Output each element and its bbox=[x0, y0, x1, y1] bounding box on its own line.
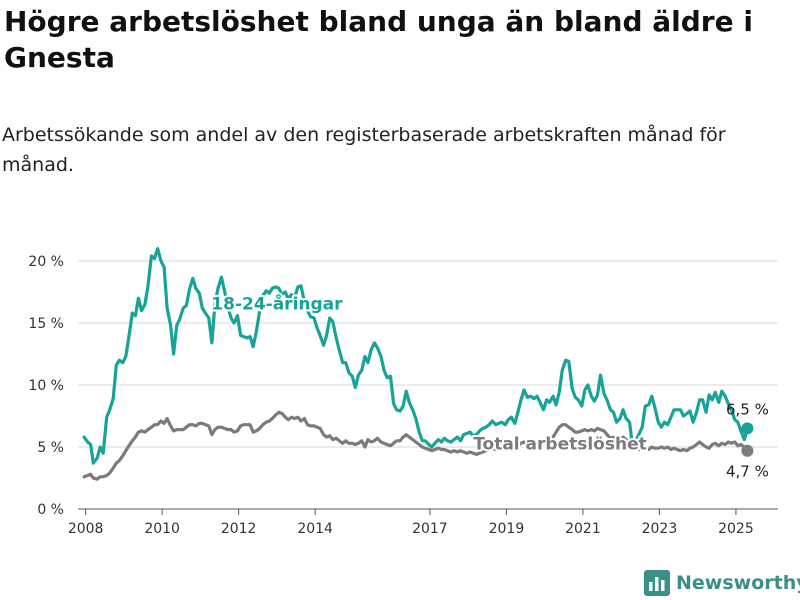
x-tick-label: 2023 bbox=[642, 521, 678, 537]
y-tick-label: 20 % bbox=[28, 254, 64, 270]
x-tick-label: 2021 bbox=[565, 521, 601, 537]
series-label-youth: 18-24-åringar bbox=[211, 292, 343, 314]
series-line-youth bbox=[82, 247, 749, 465]
y-tick-label: 10 % bbox=[28, 378, 64, 394]
y-tick-label: 15 % bbox=[28, 316, 64, 332]
x-tick-label: 2010 bbox=[144, 521, 180, 537]
series-label-total: Total arbetslöshet bbox=[473, 434, 647, 454]
x-tick-label: 2008 bbox=[68, 521, 104, 537]
series-line-total bbox=[82, 410, 749, 481]
x-tick-label: 2012 bbox=[221, 521, 257, 537]
chart-title: Högre arbetslöshet bland unga än bland ä… bbox=[4, 5, 753, 74]
brand-name: Newsworthy bbox=[676, 572, 800, 594]
end-point-total bbox=[741, 444, 754, 457]
chart-subtitle: Arbetssökande som andel av den registerb… bbox=[2, 124, 726, 176]
end-point-youth bbox=[741, 422, 754, 435]
end-value-label-total: 4,7 % bbox=[726, 463, 769, 481]
x-tick-label: 2017 bbox=[412, 521, 448, 537]
newsworthy-logo: Newsworthy bbox=[644, 570, 800, 596]
x-tick-label: 2025 bbox=[718, 521, 754, 537]
bar-chart-logo-icon bbox=[644, 570, 670, 596]
x-tick-label: 2019 bbox=[489, 521, 525, 537]
y-tick-label: 5 % bbox=[37, 440, 64, 456]
x-tick-label: 2014 bbox=[297, 521, 333, 537]
end-value-label-youth: 6,5 % bbox=[726, 400, 769, 418]
y-tick-label: 0 % bbox=[37, 502, 64, 518]
